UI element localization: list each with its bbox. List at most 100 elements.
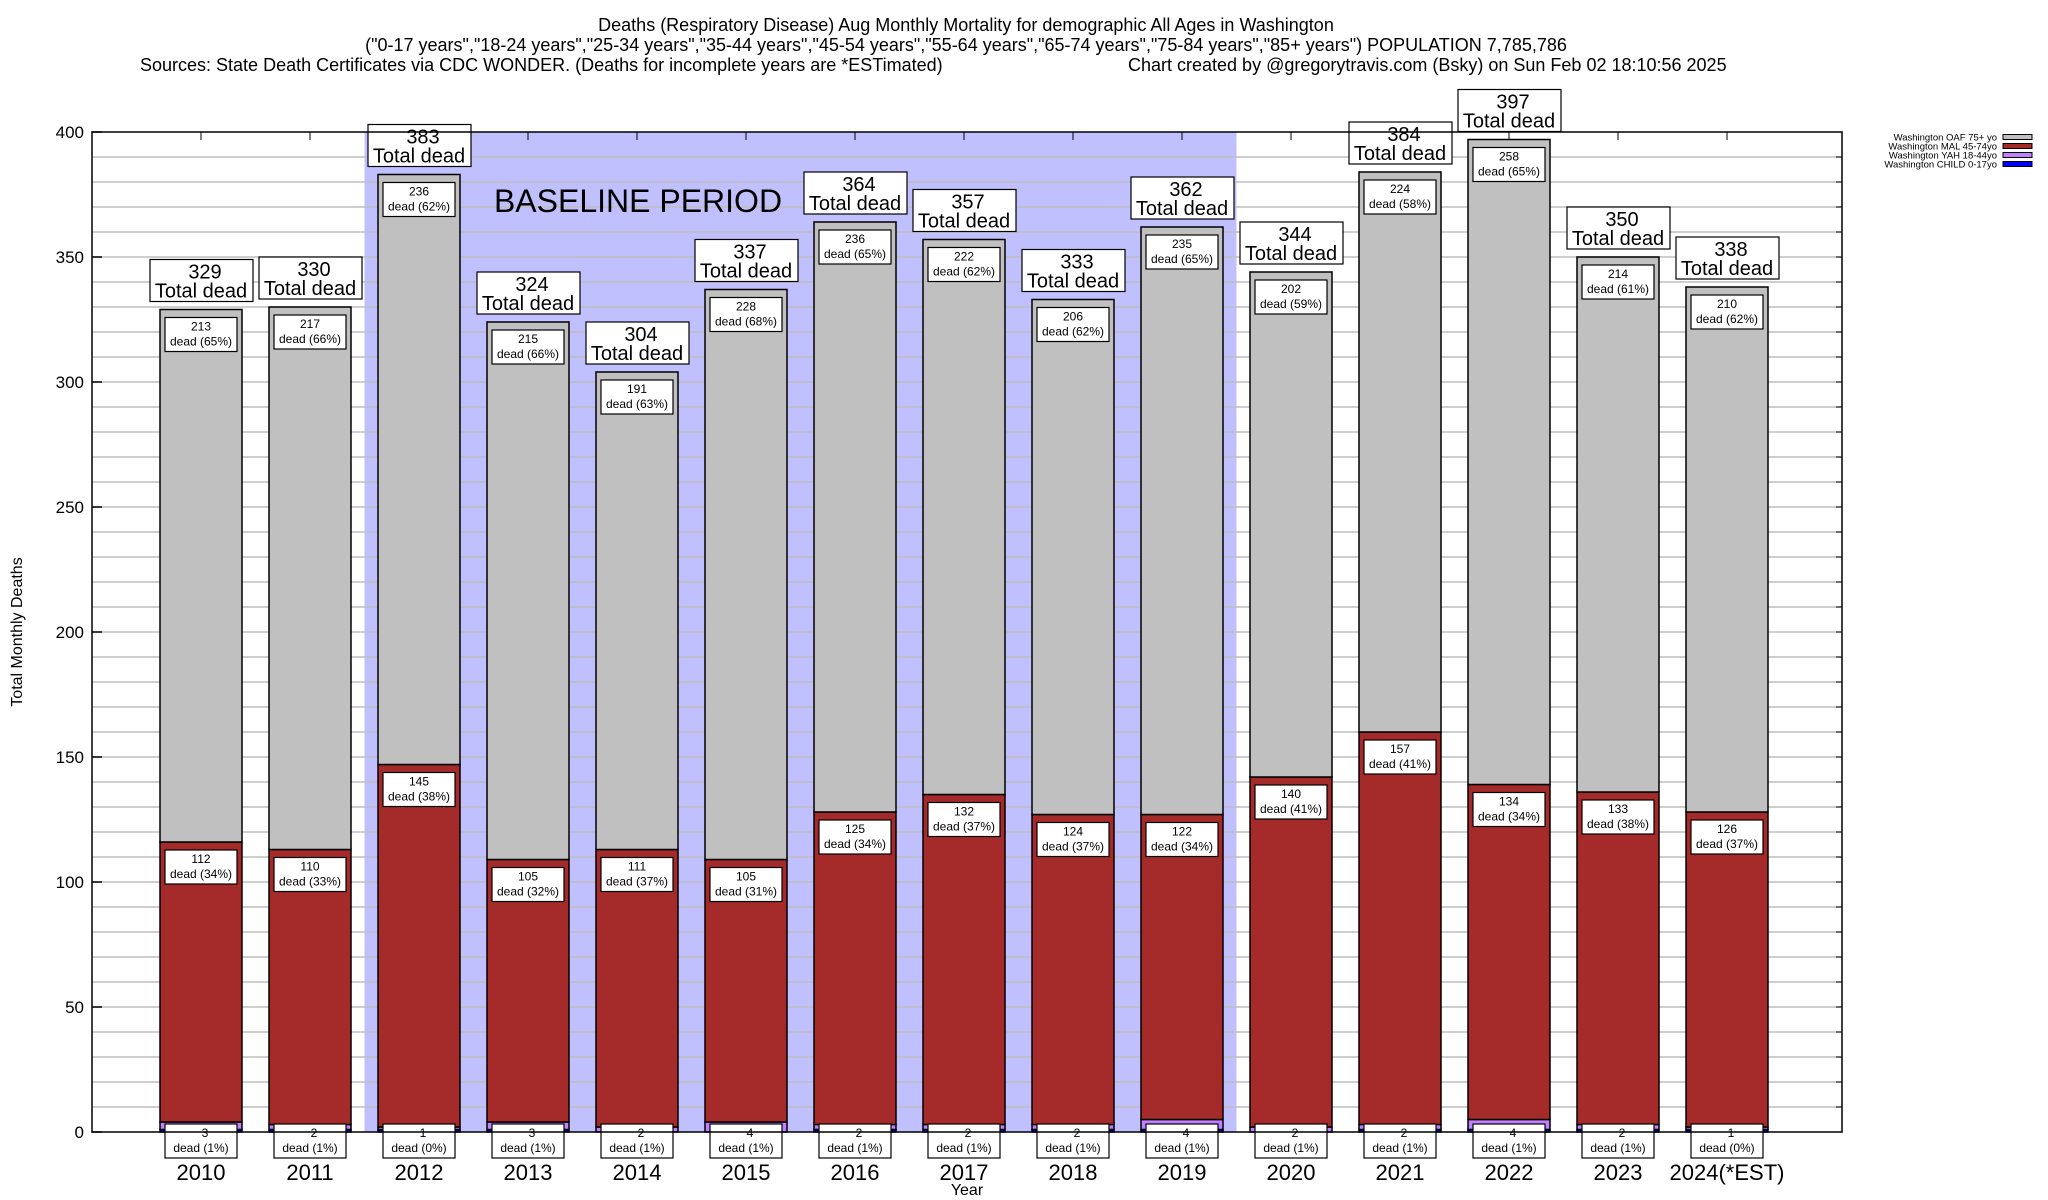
x-tick-label: 2018: [1049, 1160, 1098, 1185]
segment-label-box: [1145, 1123, 1219, 1159]
x-tick-label: 2017: [940, 1160, 989, 1185]
segment-label-pct: dead (1%): [827, 1141, 882, 1155]
segment-label-value: 2: [1619, 1126, 1626, 1140]
segment-label-pct: dead (37%): [933, 820, 995, 834]
bar-segment-mal: [1140, 813, 1224, 1121]
total-label-text: Total dead: [700, 261, 792, 283]
x-axis-label: Year: [951, 1182, 984, 1199]
segment-label-value: 124: [1063, 825, 1083, 839]
segment-label-box: [600, 856, 674, 893]
segment-label-pct: dead (41%): [1260, 802, 1322, 816]
segment-label-value: 235: [1172, 237, 1192, 251]
segment-label-box: [818, 819, 892, 855]
plot-frame: [91, 131, 1843, 1133]
chart-credit: Chart created by @gregorytravis.com (Bsk…: [1128, 55, 1727, 75]
segment-label-value: 236: [845, 232, 865, 246]
x-tick-label: 2024(*EST): [1670, 1160, 1785, 1185]
segment-label-value: 236: [409, 185, 429, 199]
bar-segment-oaf: [1358, 171, 1442, 733]
segment-label-pct: dead (58%): [1369, 197, 1431, 211]
bar-segment-mal: [377, 763, 461, 1128]
segment-label-value: 2: [856, 1126, 863, 1140]
segment-label-value: 2: [638, 1126, 645, 1140]
bar-segment-mal: [595, 848, 679, 1128]
segment-label-value: 2: [1292, 1126, 1299, 1140]
segment-label-value: 3: [202, 1126, 209, 1140]
segment-label-value: 206: [1063, 310, 1083, 324]
segment-label-pct: dead (1%): [1372, 1141, 1427, 1155]
total-label-box: [803, 171, 908, 215]
chart-title: Deaths (Respiratory Disease) Aug Monthly…: [598, 15, 1334, 35]
x-tick-label: 2021: [1376, 1160, 1425, 1185]
segment-label-pct: dead (68%): [715, 315, 777, 329]
segment-label-pct: dead (62%): [933, 265, 995, 279]
segment-label-value: 213: [191, 320, 211, 334]
total-label-value: 338: [1714, 239, 1747, 261]
segment-label-pct: dead (31%): [715, 885, 777, 899]
segment-label-pct: dead (1%): [936, 1141, 991, 1155]
segment-label-pct: dead (59%): [1260, 297, 1322, 311]
total-label-text: Total dead: [1463, 111, 1555, 133]
segment-label-box: [1254, 784, 1328, 820]
segment-label-pct: dead (65%): [1478, 165, 1540, 179]
segment-label-value: 125: [845, 822, 865, 836]
segment-label-pct: dead (38%): [388, 790, 450, 804]
bar-segment-mal: [1685, 811, 1769, 1128]
bar-segment-mal: [1358, 731, 1442, 1126]
segment-label-box: [1363, 179, 1437, 215]
total-label-value: 329: [188, 262, 221, 284]
total-label-value: 330: [297, 259, 330, 281]
bar-segment-mal: [1249, 776, 1333, 1128]
total-label-text: Total dead: [264, 278, 356, 300]
segment-label-pct: dead (66%): [497, 347, 559, 361]
segment-label-pct: dead (1%): [1590, 1141, 1645, 1155]
chart-subtitle: ("0-17 years","18-24 years","25-34 years…: [365, 35, 1567, 55]
segment-label-pct: dead (33%): [279, 875, 341, 889]
segment-label-pct: dead (37%): [606, 875, 668, 889]
y-tick-label: 250: [56, 498, 84, 517]
segment-label-box: [1472, 1123, 1546, 1159]
total-label-value: 324: [515, 274, 548, 296]
total-label-box: [585, 321, 690, 365]
x-tick-label: 2022: [1485, 1160, 1534, 1185]
segment-label-value: 105: [518, 870, 538, 884]
segment-label-value: 112: [191, 852, 210, 866]
segment-label-pct: dead (34%): [1151, 840, 1213, 854]
bar-segment-oaf: [1685, 286, 1769, 813]
bar-segment-oaf: [704, 288, 788, 861]
segment-label-value: 140: [1281, 787, 1301, 801]
total-label-text: Total dead: [809, 193, 901, 215]
segment-label-box: [1690, 294, 1764, 330]
x-tick-label: 2011: [286, 1160, 333, 1185]
segment-label-value: 133: [1608, 802, 1628, 816]
segment-label-value: 258: [1499, 150, 1519, 164]
segment-label-value: 145: [409, 775, 429, 789]
bar-segment-mal: [1576, 791, 1660, 1126]
segment-label-box: [273, 1123, 347, 1159]
segment-label-box: [1145, 821, 1219, 858]
segment-label-box: [818, 229, 892, 265]
total-label-text: Total dead: [591, 343, 683, 365]
x-tick-label: 2013: [504, 1160, 553, 1185]
bar-segment-oaf: [813, 221, 897, 813]
total-label-box: [1566, 206, 1671, 250]
segment-label-pct: dead (34%): [1478, 810, 1540, 824]
segment-label-box: [1363, 1123, 1437, 1159]
total-label-text: Total dead: [918, 211, 1010, 233]
bar-segment-oaf: [159, 308, 243, 843]
segment-label-pct: dead (62%): [1042, 325, 1104, 339]
segment-label-box: [600, 379, 674, 415]
bar-segment-oaf: [922, 238, 1006, 796]
segment-label-value: 105: [736, 870, 756, 884]
legend-label: Washington OAF 75+ yo: [1894, 133, 1997, 144]
bar-segment-mal: [1467, 783, 1551, 1121]
bar-segment-mal: [486, 858, 570, 1123]
total-label-text: Total dead: [373, 146, 465, 168]
total-label-box: [1675, 236, 1780, 280]
x-tick-label: 2020: [1267, 1160, 1316, 1185]
segment-label-pct: dead (0%): [391, 1141, 446, 1155]
bar-segment-oaf: [595, 371, 679, 851]
total-label-box: [1348, 121, 1453, 165]
legend-label: Washington YAH 18-44yo: [1889, 151, 1997, 162]
segment-label-box: [709, 296, 783, 333]
